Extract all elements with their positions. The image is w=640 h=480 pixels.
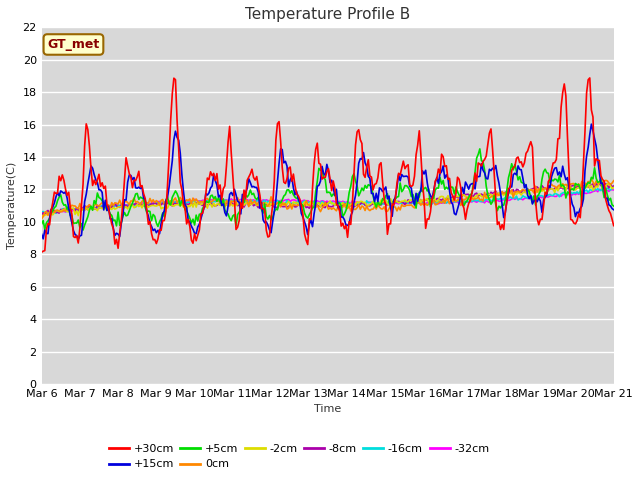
Title: Temperature Profile B: Temperature Profile B	[245, 7, 410, 22]
Text: GT_met: GT_met	[47, 38, 100, 51]
Y-axis label: Temperature(C): Temperature(C)	[7, 162, 17, 249]
X-axis label: Time: Time	[314, 405, 341, 414]
Legend: +30cm, +15cm, +5cm, 0cm, -2cm, -8cm, -16cm, -32cm: +30cm, +15cm, +5cm, 0cm, -2cm, -8cm, -16…	[104, 440, 493, 474]
